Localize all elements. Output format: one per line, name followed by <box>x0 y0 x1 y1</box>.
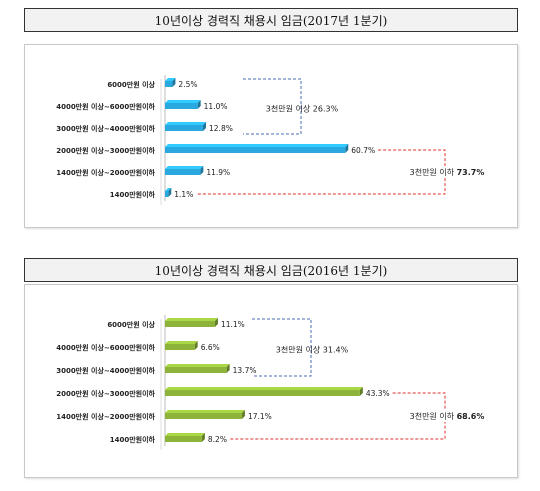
chart-title: 10년이상 경력직 채용시 임금(2016년 1분기) <box>24 258 518 282</box>
bar-end-face <box>214 318 218 327</box>
bar-top-face <box>165 144 349 147</box>
category-label: 4000만원 이상~6000만원이하 <box>56 102 155 111</box>
bar-end-face <box>200 166 204 175</box>
bar-top-face <box>165 78 176 81</box>
value-label: 8.2% <box>208 435 227 444</box>
bar-end-face <box>168 188 172 197</box>
bar <box>165 81 173 87</box>
annotation-upper: 3천만원 이상 31.4% <box>276 345 349 355</box>
bar-top-face <box>165 364 230 367</box>
bar-chart-2017: 6000만원 이상 2.5% 4000만원 이상~6000만원이하 11.0% 3000… <box>56 75 488 205</box>
bar <box>165 125 204 131</box>
category-label: 4000만원 이상~6000만원이하 <box>56 343 155 352</box>
bracket-upper <box>252 318 312 377</box>
annotation-upper: 3천만원 이상 26.3% <box>266 104 339 114</box>
annotation-lower-bg <box>406 410 488 422</box>
bar-end-face <box>345 144 349 153</box>
value-label: 11.0% <box>204 102 228 111</box>
bar-end-face <box>197 100 201 109</box>
bar-end-face <box>203 122 207 131</box>
category-label: 1400만원이하 <box>110 190 156 199</box>
category-label: 3000만원 이상~4000만원이하 <box>56 366 155 375</box>
value-label: 17.1% <box>248 412 272 421</box>
chart-area: 6000만원 이상 11.1% 4000만원 이상~6000만원이하 6.6% 3000… <box>24 284 518 478</box>
category-label: 2000만원 이상~3000만원이하 <box>56 389 155 398</box>
bar-top-face <box>165 188 172 191</box>
bar-end-face <box>201 433 205 442</box>
bar-end-face <box>359 387 363 396</box>
bar <box>165 321 215 327</box>
bar-top-face <box>165 100 201 103</box>
category-label: 3000만원 이상~4000만원이하 <box>56 124 155 133</box>
bar-end-face <box>241 410 245 419</box>
bar <box>165 147 346 153</box>
bar-top-face <box>165 410 245 413</box>
value-label: 13.7% <box>233 366 257 375</box>
bar-end-face <box>172 78 176 87</box>
bar <box>165 344 195 350</box>
chart-panel-2016: 10년이상 경력직 채용시 임금(2016년 1분기) 6000만원 이상 11.… <box>24 258 520 480</box>
category-label: 1400만원 이상~2000만원이하 <box>56 412 155 421</box>
bar <box>165 169 201 175</box>
value-label: 43.3% <box>366 389 390 398</box>
category-label: 1400만원 이상~2000만원이하 <box>56 168 155 177</box>
bar <box>165 436 202 442</box>
category-label: 6000만원 이상 <box>107 80 155 89</box>
value-label: 60.7% <box>351 146 375 155</box>
bar <box>165 367 227 373</box>
value-label: 11.9% <box>206 168 230 177</box>
bar-top-face <box>165 122 207 125</box>
bar-top-face <box>165 318 218 321</box>
bar-chart-2016: 6000만원 이상 11.1% 4000만원 이상~6000만원이하 6.6% 3000… <box>56 315 488 450</box>
chart-panel-2017: 10년이상 경력직 채용시 임금(2017년 1분기) 6000만원 이상 2.5… <box>24 8 520 230</box>
bar <box>165 413 242 419</box>
annotation-lower: 3천만원 이하 73.7% <box>410 167 485 177</box>
value-label: 12.8% <box>209 124 233 133</box>
bar-end-face <box>194 341 198 350</box>
bar <box>165 103 198 109</box>
bar-top-face <box>165 387 363 390</box>
chart-title: 10년이상 경력직 채용시 임금(2017년 1분기) <box>24 8 518 32</box>
annotation-lower: 3천만원 이하 68.6% <box>410 411 485 421</box>
category-label: 2000만원 이상~3000만원이하 <box>56 146 155 155</box>
value-label: 11.1% <box>221 320 245 329</box>
bracket-lower <box>196 149 446 195</box>
value-label: 1.1% <box>174 190 193 199</box>
bar-top-face <box>165 341 198 344</box>
bar-top-face <box>165 433 205 436</box>
value-label: 2.5% <box>178 80 197 89</box>
bracket-upper <box>243 78 302 135</box>
annotation-lower-bg <box>406 166 488 178</box>
value-label: 6.6% <box>201 343 220 352</box>
category-label: 6000만원 이상 <box>107 320 155 329</box>
bar-end-face <box>226 364 230 373</box>
bar-top-face <box>165 166 204 169</box>
bar <box>165 390 360 396</box>
chart-area: 6000만원 이상 2.5% 4000만원 이상~6000만원이하 11.0% 3000… <box>24 44 518 228</box>
category-label: 1400만원이하 <box>110 435 156 444</box>
bar <box>165 191 169 197</box>
